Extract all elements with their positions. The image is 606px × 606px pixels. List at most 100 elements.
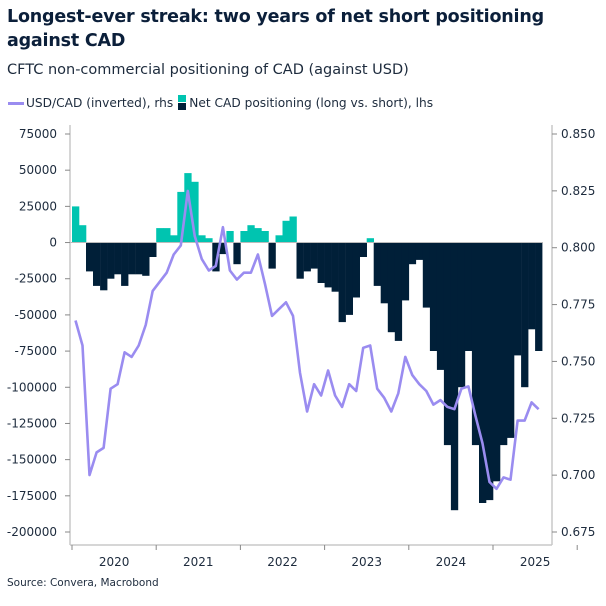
bar-short (507, 242, 515, 438)
bar-long (198, 235, 206, 243)
bar-short (324, 242, 332, 288)
bar-short (373, 242, 381, 286)
bar-short (114, 242, 122, 275)
bar-short (338, 242, 346, 323)
source-note: Source: Convera, Macrobond (7, 577, 159, 589)
bar-long (282, 220, 290, 243)
bar-short (521, 242, 529, 388)
bar-short (100, 242, 108, 291)
bar-short (135, 242, 143, 275)
left-tick-label: -25000 (14, 272, 57, 286)
bar-long (275, 235, 283, 243)
left-tick-label: 0 (49, 236, 57, 250)
x-tick-label: 2024 (436, 555, 467, 569)
legend-line-label: USD/CAD (inverted), rhs (26, 96, 174, 110)
bar-long (261, 231, 269, 243)
x-tick-label: 2020 (99, 555, 130, 569)
right-tick-label: 0.775 (561, 298, 595, 312)
left-tick-label: 75000 (19, 127, 57, 141)
bar-long (247, 225, 255, 243)
bar-long (177, 191, 185, 243)
x-tick-label: 2023 (351, 555, 382, 569)
bar-short (86, 242, 94, 272)
bar-short (212, 242, 220, 272)
bar-long (156, 228, 164, 243)
bar-short (471, 242, 480, 446)
bar-long (205, 238, 213, 243)
bar-short (93, 242, 101, 286)
left-tick-label: -75000 (14, 344, 57, 358)
right-tick-label: 0.750 (561, 354, 595, 368)
bar-short (317, 242, 325, 283)
bar-long (184, 173, 192, 243)
left-tick-label: -50000 (14, 308, 57, 322)
bar-short (387, 242, 396, 333)
bar-short (121, 242, 129, 286)
bar-series (72, 173, 543, 511)
bar-short (268, 242, 276, 269)
bar-short (401, 242, 410, 301)
bar-short (296, 242, 304, 279)
left-tick-label: -175000 (7, 489, 57, 503)
axes (65, 125, 578, 550)
legend-bar-label: Net CAD positioning (long vs. short), lh… (189, 96, 434, 110)
bar-short (514, 242, 522, 356)
left-tick-label: -100000 (7, 380, 57, 394)
bar-short (528, 242, 536, 330)
right-tick-label: 0.725 (561, 411, 595, 425)
x-tick-label: 2022 (267, 555, 298, 569)
bar-long (163, 228, 171, 243)
bar-short (436, 242, 445, 370)
right-tick-label: 0.675 (561, 525, 595, 539)
bar-short (128, 242, 136, 275)
left-tick-label: -125000 (7, 416, 57, 430)
bar-long (366, 238, 374, 243)
bar-short (486, 242, 494, 501)
bar-short (493, 242, 501, 482)
bar-short (331, 242, 339, 292)
bar-short (457, 242, 466, 388)
bar-short (359, 242, 367, 257)
bar-short (429, 242, 438, 351)
bar-short (408, 242, 417, 265)
bar-short (380, 242, 388, 304)
legend-line-swatch (8, 101, 24, 105)
bar-short (535, 242, 543, 351)
bar-short (149, 242, 157, 257)
bar-short (345, 242, 353, 315)
right-tick-label: 0.850 (561, 127, 595, 141)
bar-short (142, 242, 150, 276)
usdcad-line (74, 189, 540, 491)
bar-short (422, 242, 431, 308)
tick-labels: 75000 50000 25000 0 -25000 -50000 -75000 -10000… (7, 127, 596, 569)
bar-short (415, 242, 424, 260)
bar-short (310, 242, 318, 269)
bar-short (443, 242, 452, 446)
legend: USD/CAD (inverted), rhs Net CAD position… (8, 95, 433, 111)
right-tick-label: 0.800 (561, 241, 595, 255)
right-tick-label: 0.700 (561, 468, 595, 482)
bar-long (226, 231, 234, 243)
chart-title: Longest-ever streak: two years of net sh… (7, 7, 544, 51)
bar-long (170, 235, 178, 243)
legend-bar-swatch (178, 95, 187, 111)
bar-short (219, 242, 227, 255)
right-tick-label: 0.825 (561, 184, 595, 198)
left-tick-label: 50000 (19, 163, 57, 177)
left-tick-label: -150000 (7, 453, 57, 467)
bar-short (450, 242, 459, 511)
x-tick-label: 2021 (183, 555, 214, 569)
bar-short (303, 242, 311, 272)
bar-long (254, 228, 262, 243)
bar-short (500, 242, 508, 446)
bar-long (79, 225, 87, 243)
bar-short (394, 242, 403, 341)
bar-long (72, 206, 80, 243)
bar-long (240, 231, 248, 243)
x-tick-label: 2025 (520, 555, 551, 569)
bar-long (289, 216, 297, 243)
left-tick-label: 25000 (19, 199, 57, 213)
bar-short (107, 242, 115, 279)
bar-short (479, 242, 487, 503)
